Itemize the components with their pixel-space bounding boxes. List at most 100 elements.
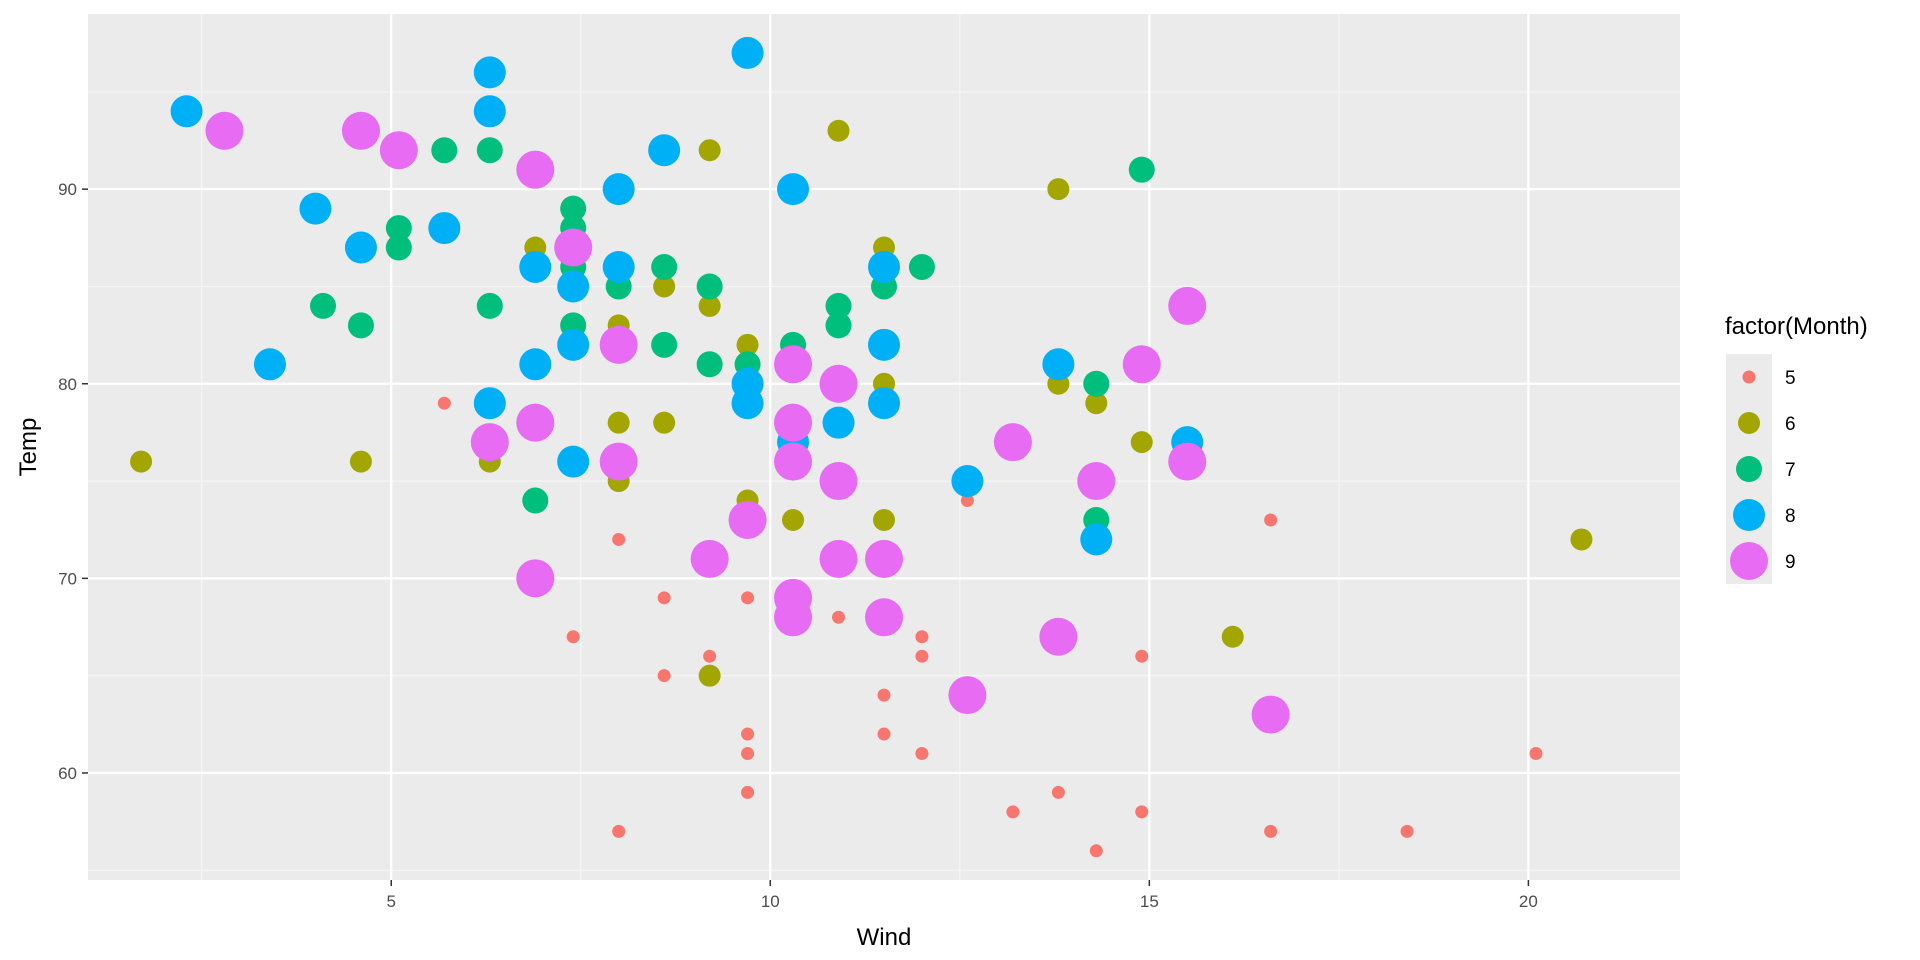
data-point-month-5 bbox=[1006, 805, 1020, 819]
data-point-month-9 bbox=[774, 598, 813, 637]
data-point-month-6 bbox=[698, 139, 721, 162]
data-point-month-5 bbox=[915, 649, 929, 663]
data-point-month-7 bbox=[696, 351, 723, 378]
data-point-month-9 bbox=[599, 442, 638, 481]
data-point-month-5 bbox=[915, 747, 929, 761]
data-point-month-7 bbox=[908, 253, 935, 280]
plot-panel bbox=[88, 14, 1680, 880]
legend-key-month-7 bbox=[1736, 456, 1762, 482]
data-point-month-9 bbox=[774, 442, 813, 481]
data-point-month-8 bbox=[557, 270, 590, 303]
data-point-month-9 bbox=[774, 345, 813, 384]
data-point-month-8 bbox=[428, 212, 461, 245]
legend-label: 9 bbox=[1785, 552, 1796, 573]
data-point-month-5 bbox=[741, 591, 755, 605]
data-point-month-9 bbox=[819, 462, 858, 501]
data-point-month-8 bbox=[777, 173, 810, 206]
data-point-month-6 bbox=[1130, 431, 1153, 454]
data-point-month-8 bbox=[602, 173, 635, 206]
data-point-month-6 bbox=[653, 411, 676, 434]
data-point-month-6 bbox=[130, 450, 153, 473]
data-point-month-9 bbox=[774, 403, 813, 442]
legend-label: 7 bbox=[1785, 460, 1796, 481]
data-point-month-8 bbox=[170, 95, 203, 128]
data-point-month-9 bbox=[819, 364, 858, 403]
data-point-month-6 bbox=[698, 294, 721, 317]
data-point-month-9 bbox=[948, 676, 987, 715]
data-point-month-7 bbox=[522, 487, 549, 514]
data-point-month-8 bbox=[299, 192, 332, 225]
data-point-month-6 bbox=[782, 508, 805, 531]
legend-title: factor(Month) bbox=[1725, 313, 1868, 340]
data-point-month-6 bbox=[698, 664, 721, 687]
data-point-month-9 bbox=[1251, 695, 1290, 734]
data-point-month-8 bbox=[1080, 523, 1113, 556]
data-point-month-6 bbox=[827, 119, 850, 142]
y-axis-title: Temp bbox=[15, 418, 42, 477]
data-point-month-5 bbox=[1051, 785, 1065, 799]
data-point-month-8 bbox=[519, 250, 552, 283]
data-point-month-7 bbox=[385, 234, 412, 261]
data-point-month-5 bbox=[1264, 513, 1278, 527]
data-point-month-5 bbox=[1135, 805, 1149, 819]
data-point-month-6 bbox=[1570, 528, 1593, 551]
data-point-month-9 bbox=[993, 423, 1032, 462]
legend-key-month-5 bbox=[1742, 370, 1756, 384]
data-point-month-7 bbox=[696, 273, 723, 300]
legend-key-month-6 bbox=[1738, 412, 1760, 434]
data-point-month-5 bbox=[657, 591, 671, 605]
data-point-month-9 bbox=[341, 111, 380, 150]
x-tick-label: 10 bbox=[761, 892, 780, 911]
data-point-month-5 bbox=[877, 727, 891, 741]
x-tick-label: 15 bbox=[1140, 892, 1159, 911]
data-point-month-5 bbox=[741, 727, 755, 741]
legend-key-month-8 bbox=[1733, 499, 1765, 531]
data-point-month-6 bbox=[1047, 178, 1070, 201]
data-point-month-9 bbox=[1168, 286, 1207, 325]
data-point-month-5 bbox=[1264, 824, 1278, 838]
data-point-month-9 bbox=[516, 403, 555, 442]
data-point-month-8 bbox=[731, 387, 764, 420]
data-point-month-5 bbox=[1089, 844, 1103, 858]
data-point-month-9 bbox=[690, 539, 729, 578]
data-point-month-9 bbox=[728, 500, 767, 539]
data-point-month-6 bbox=[1221, 625, 1244, 648]
legend: factor(Month) 5 6 7 8 9 bbox=[1725, 313, 1868, 584]
data-point-month-6 bbox=[1085, 392, 1108, 415]
data-point-month-6 bbox=[607, 411, 630, 434]
data-point-month-8 bbox=[344, 231, 377, 264]
data-point-month-7 bbox=[651, 253, 678, 280]
data-point-month-8 bbox=[253, 348, 286, 381]
data-point-month-7 bbox=[825, 292, 852, 319]
data-point-month-8 bbox=[868, 328, 900, 361]
x-axis: 5 10 15 20 bbox=[387, 880, 1538, 911]
data-point-month-8 bbox=[1042, 348, 1075, 381]
data-point-month-8 bbox=[557, 328, 590, 361]
data-point-month-9 bbox=[1122, 345, 1161, 384]
data-point-month-7 bbox=[1128, 156, 1155, 183]
data-point-month-7 bbox=[560, 195, 587, 222]
data-point-month-9 bbox=[205, 111, 244, 150]
data-point-month-5 bbox=[832, 610, 846, 624]
data-point-month-9 bbox=[516, 559, 555, 598]
data-point-month-7 bbox=[651, 331, 678, 358]
data-point-month-9 bbox=[1039, 617, 1078, 656]
data-point-month-9 bbox=[599, 325, 638, 364]
y-tick-label: 70 bbox=[58, 569, 77, 588]
data-point-month-6 bbox=[653, 275, 676, 298]
data-point-month-5 bbox=[915, 630, 929, 644]
legend-label: 8 bbox=[1785, 506, 1796, 527]
grid-minor bbox=[88, 14, 1680, 880]
data-point-month-7 bbox=[825, 312, 852, 339]
data-point-month-9 bbox=[1077, 462, 1116, 501]
data-point-month-7 bbox=[476, 292, 503, 319]
data-point-month-5 bbox=[612, 824, 626, 838]
data-point-month-5 bbox=[1400, 824, 1414, 838]
y-tick-label: 60 bbox=[58, 764, 77, 783]
data-point-month-8 bbox=[602, 250, 635, 283]
legend-label: 6 bbox=[1785, 414, 1796, 435]
data-point-month-7 bbox=[310, 292, 337, 319]
data-point-month-9 bbox=[470, 423, 509, 462]
data-point-month-9 bbox=[1168, 442, 1207, 481]
